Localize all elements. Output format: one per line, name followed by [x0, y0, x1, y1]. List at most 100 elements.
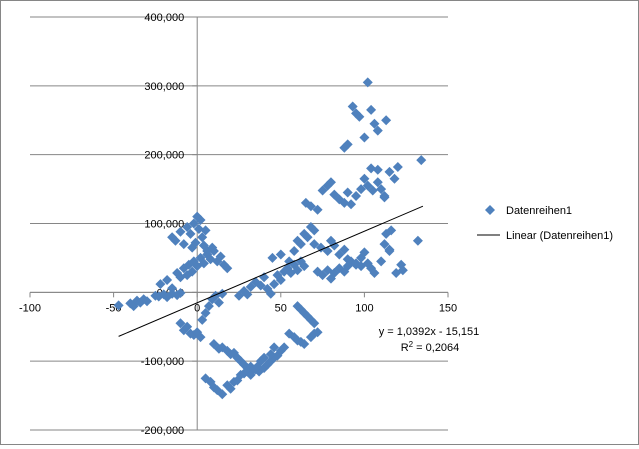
data-point: [279, 342, 290, 353]
data-point: [397, 265, 408, 276]
data-point: [392, 162, 403, 173]
data-point: [376, 184, 387, 195]
trend-equation: y = 1,0392x - 15,151: [379, 326, 480, 338]
data-point: [372, 164, 383, 175]
data-point: [372, 125, 383, 136]
data-point: [275, 274, 286, 285]
data-point: [412, 235, 423, 246]
data-point: [325, 177, 336, 188]
y-tick-label: -100,000: [141, 356, 184, 368]
data-point: [289, 246, 300, 257]
y-tick-label: 400,000: [144, 12, 184, 24]
data-point: [342, 139, 353, 150]
y-tick-label: 100,000: [144, 219, 184, 231]
legend-trendline-label: Linear (Datenreihen1): [506, 230, 613, 242]
data-point: [295, 239, 306, 250]
x-tick-label: 50: [275, 302, 287, 314]
data-point: [351, 190, 362, 201]
data-points: [113, 77, 427, 400]
data-point: [369, 118, 380, 129]
data-point: [354, 111, 365, 122]
x-tick-label: -100: [19, 302, 41, 314]
data-point: [203, 301, 214, 312]
data-point: [182, 221, 193, 232]
data-point: [197, 232, 208, 243]
data-point: [372, 177, 383, 188]
data-point: [193, 224, 204, 235]
data-point: [269, 342, 280, 353]
legend-marker-diamond-icon: [485, 205, 495, 215]
data-point: [359, 247, 370, 258]
data-point: [389, 173, 400, 184]
data-point: [259, 352, 270, 363]
x-tick-label: 150: [439, 302, 457, 314]
data-point: [284, 256, 295, 267]
data-point: [187, 266, 198, 277]
data-point: [381, 115, 392, 126]
data-point: [346, 199, 357, 210]
data-point: [200, 307, 211, 318]
data-point: [182, 321, 193, 332]
data-point: [195, 215, 206, 226]
data-point: [367, 185, 378, 196]
data-point: [342, 187, 353, 198]
data-point: [265, 288, 276, 299]
data-point: [416, 155, 427, 166]
data-point: [170, 235, 181, 246]
data-point: [342, 261, 353, 272]
data-point: [312, 204, 323, 215]
data-point: [305, 201, 316, 212]
data-point: [299, 338, 310, 349]
data-point: [362, 77, 373, 88]
data-point: [190, 237, 201, 248]
legend: Datenreihen1 Linear (Datenreihen1): [477, 205, 613, 242]
data-point: [379, 190, 390, 201]
data-point: [339, 197, 350, 208]
data-point: [269, 279, 280, 290]
data-point: [356, 184, 367, 195]
x-tick-label: 100: [355, 302, 373, 314]
y-tick-label: -200,000: [141, 425, 184, 437]
data-point: [217, 389, 228, 400]
data-point: [188, 218, 199, 229]
data-point: [384, 166, 395, 177]
data-point: [178, 239, 189, 250]
data-point: [302, 232, 313, 243]
data-point: [309, 225, 320, 236]
data-point: [366, 104, 377, 115]
data-point: [225, 383, 236, 394]
data-point: [312, 327, 323, 338]
data-point: [292, 265, 303, 276]
data-point: [142, 296, 153, 307]
data-point: [376, 256, 387, 267]
x-tick-label: 0: [194, 302, 200, 314]
data-point: [207, 242, 218, 253]
data-point: [359, 132, 370, 143]
data-point: [175, 288, 186, 299]
data-point: [175, 318, 186, 329]
data-point: [200, 225, 211, 236]
trendline-annotation: y = 1,0392x - 15,151 R2 = 0,2064: [379, 326, 480, 354]
data-point: [195, 332, 206, 343]
data-point: [384, 244, 395, 255]
data-point: [275, 249, 286, 260]
data-point: [339, 244, 350, 255]
data-point: [175, 226, 186, 237]
data-point: [309, 239, 320, 250]
data-point: [347, 101, 358, 112]
data-point: [299, 261, 310, 272]
data-point: [255, 280, 266, 291]
r-squared: R2 = 0,2064: [401, 340, 460, 354]
data-point: [215, 251, 226, 262]
y-tick-label: 300,000: [144, 81, 184, 93]
legend-series-label: Datenreihen1: [506, 205, 572, 217]
data-point: [356, 261, 367, 272]
data-point: [366, 163, 377, 174]
gridlines: [30, 16, 448, 431]
data-point: [113, 300, 124, 311]
data-point: [386, 225, 397, 236]
data-point: [213, 297, 224, 308]
data-point: [265, 349, 276, 360]
data-point: [162, 274, 173, 285]
